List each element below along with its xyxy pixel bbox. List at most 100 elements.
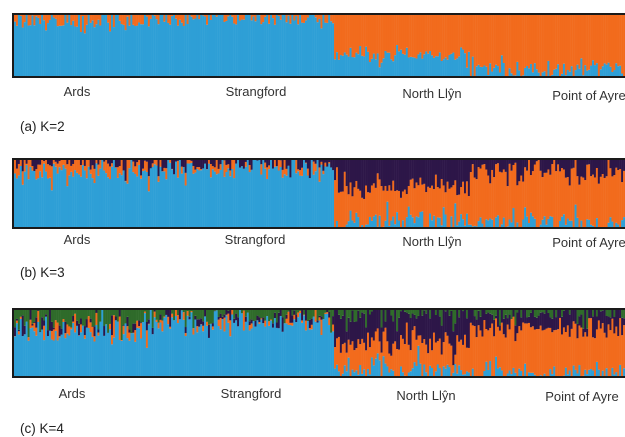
membership-segment-1-277-1 — [551, 164, 554, 217]
membership-segment-2-1-0 — [15, 323, 19, 376]
membership-segment-1-217-2 — [434, 160, 438, 175]
membership-segment-2-112-1 — [231, 310, 234, 315]
membership-segment-0-310-0 — [615, 63, 618, 76]
membership-segment-0-129-1 — [264, 15, 267, 17]
membership-segment-2-171-2 — [345, 331, 348, 353]
membership-segment-0-175-0 — [353, 57, 356, 76]
membership-segment-0-166-0 — [335, 52, 339, 76]
membership-segment-1-95-0 — [198, 170, 201, 227]
membership-segment-0-79-1 — [167, 15, 170, 23]
membership-segment-2-166-0 — [335, 364, 339, 376]
membership-segment-0-314-1 — [623, 15, 625, 76]
membership-segment-0-92-0 — [192, 19, 195, 76]
membership-segment-1-72-0 — [153, 164, 156, 227]
membership-segment-2-167-0 — [337, 371, 341, 376]
membership-segment-2-3-3 — [19, 310, 23, 317]
membership-segment-2-164-3 — [332, 310, 335, 317]
membership-segment-2-177-0 — [357, 374, 360, 376]
membership-segment-1-232-0 — [464, 225, 467, 227]
membership-segment-1-106-1 — [219, 164, 222, 171]
membership-segment-2-194-0 — [390, 369, 393, 376]
membership-segment-2-8-2 — [29, 310, 32, 320]
membership-segment-1-238-0 — [475, 226, 478, 227]
membership-segment-1-134-1 — [273, 160, 277, 167]
membership-segment-0-178-0 — [359, 46, 362, 76]
membership-segment-2-138-3 — [281, 310, 284, 318]
membership-segment-0-309-1 — [613, 15, 616, 71]
membership-segment-1-4-2 — [21, 160, 24, 172]
membership-segment-2-121-3 — [248, 310, 251, 322]
membership-segment-0-231-0 — [462, 49, 465, 76]
membership-segment-2-24-3 — [60, 310, 63, 329]
membership-segment-1-231-1 — [462, 181, 465, 220]
membership-segment-2-261-3 — [520, 310, 523, 318]
membership-segment-2-129-3 — [264, 310, 267, 321]
membership-segment-2-176-0 — [355, 370, 358, 376]
membership-segment-2-52-3 — [114, 310, 118, 317]
membership-segment-1-175-2 — [353, 160, 356, 188]
pop-label-point-of-ayre: Point of Ayre — [552, 88, 625, 103]
membership-segment-1-246-0 — [491, 219, 494, 227]
membership-segment-1-218-0 — [436, 217, 440, 227]
membership-segment-0-162-0 — [328, 15, 331, 76]
membership-segment-1-245-0 — [489, 218, 492, 227]
membership-segment-0-113-0 — [233, 23, 236, 76]
membership-segment-2-54-2 — [118, 310, 121, 317]
membership-segment-0-83-1 — [174, 15, 178, 19]
membership-segment-2-236-2 — [471, 310, 474, 326]
membership-segment-2-189-2 — [380, 327, 383, 353]
membership-segment-0-263-1 — [524, 15, 527, 68]
membership-segment-0-217-0 — [434, 56, 438, 76]
membership-segment-2-0-3 — [14, 310, 17, 328]
membership-segment-2-19-0 — [50, 339, 54, 376]
membership-segment-0-296-0 — [588, 69, 591, 76]
membership-segment-1-296-1 — [588, 164, 591, 220]
membership-segment-2-34-2 — [79, 318, 83, 325]
membership-segment-2-28-3 — [68, 310, 71, 327]
membership-segment-2-192-2 — [386, 310, 389, 342]
membership-segment-1-97-2 — [202, 160, 205, 169]
membership-segment-0-101-0 — [209, 19, 213, 76]
membership-segment-0-81-1 — [171, 15, 174, 17]
membership-segment-2-76-3 — [161, 310, 164, 321]
membership-segment-2-238-2 — [475, 319, 478, 338]
membership-segment-0-251-0 — [500, 55, 504, 76]
membership-segment-2-175-2 — [353, 321, 356, 351]
membership-segment-1-211-2 — [423, 160, 426, 184]
membership-segment-1-197-0 — [396, 212, 399, 227]
membership-segment-2-168-1 — [339, 352, 343, 376]
membership-segment-0-118-1 — [242, 15, 246, 20]
membership-segment-1-173-0 — [349, 210, 352, 227]
caption-k2: (a) K=2 — [20, 119, 65, 134]
membership-segment-0-65-1 — [140, 15, 143, 25]
membership-segment-2-65-1 — [140, 323, 143, 339]
membership-segment-1-62-1 — [134, 166, 137, 174]
membership-segment-2-102-1 — [211, 326, 215, 330]
membership-segment-2-159-0 — [322, 319, 325, 376]
membership-segment-1-195-1 — [392, 180, 395, 217]
membership-segment-0-261-1 — [520, 15, 523, 76]
membership-segment-1-240-1 — [479, 168, 482, 218]
membership-segment-1-140-1 — [285, 168, 288, 176]
membership-segment-2-92-3 — [192, 310, 195, 329]
membership-segment-1-297-0 — [590, 224, 593, 227]
membership-segment-1-68-1 — [145, 161, 149, 172]
membership-segment-1-186-1 — [374, 187, 377, 215]
membership-segment-0-169-0 — [341, 55, 344, 76]
membership-segment-2-126-0 — [258, 323, 261, 376]
membership-segment-0-234-1 — [467, 15, 471, 52]
structure-bars-k2 — [14, 15, 625, 76]
membership-segment-1-6-2 — [25, 160, 28, 164]
membership-segment-0-194-1 — [390, 15, 393, 60]
membership-segment-0-29-0 — [70, 25, 73, 76]
membership-segment-2-68-0 — [145, 347, 149, 376]
membership-segment-1-296-0 — [588, 219, 591, 227]
membership-segment-1-67-1 — [143, 160, 147, 171]
membership-segment-1-139-1 — [283, 160, 286, 175]
membership-segment-2-109-0 — [225, 315, 228, 376]
membership-segment-2-218-0 — [436, 364, 440, 376]
membership-segment-2-205-1 — [411, 330, 414, 369]
membership-segment-1-209-2 — [419, 160, 422, 178]
membership-segment-1-165-1 — [334, 180, 337, 227]
membership-segment-0-43-1 — [97, 15, 100, 20]
